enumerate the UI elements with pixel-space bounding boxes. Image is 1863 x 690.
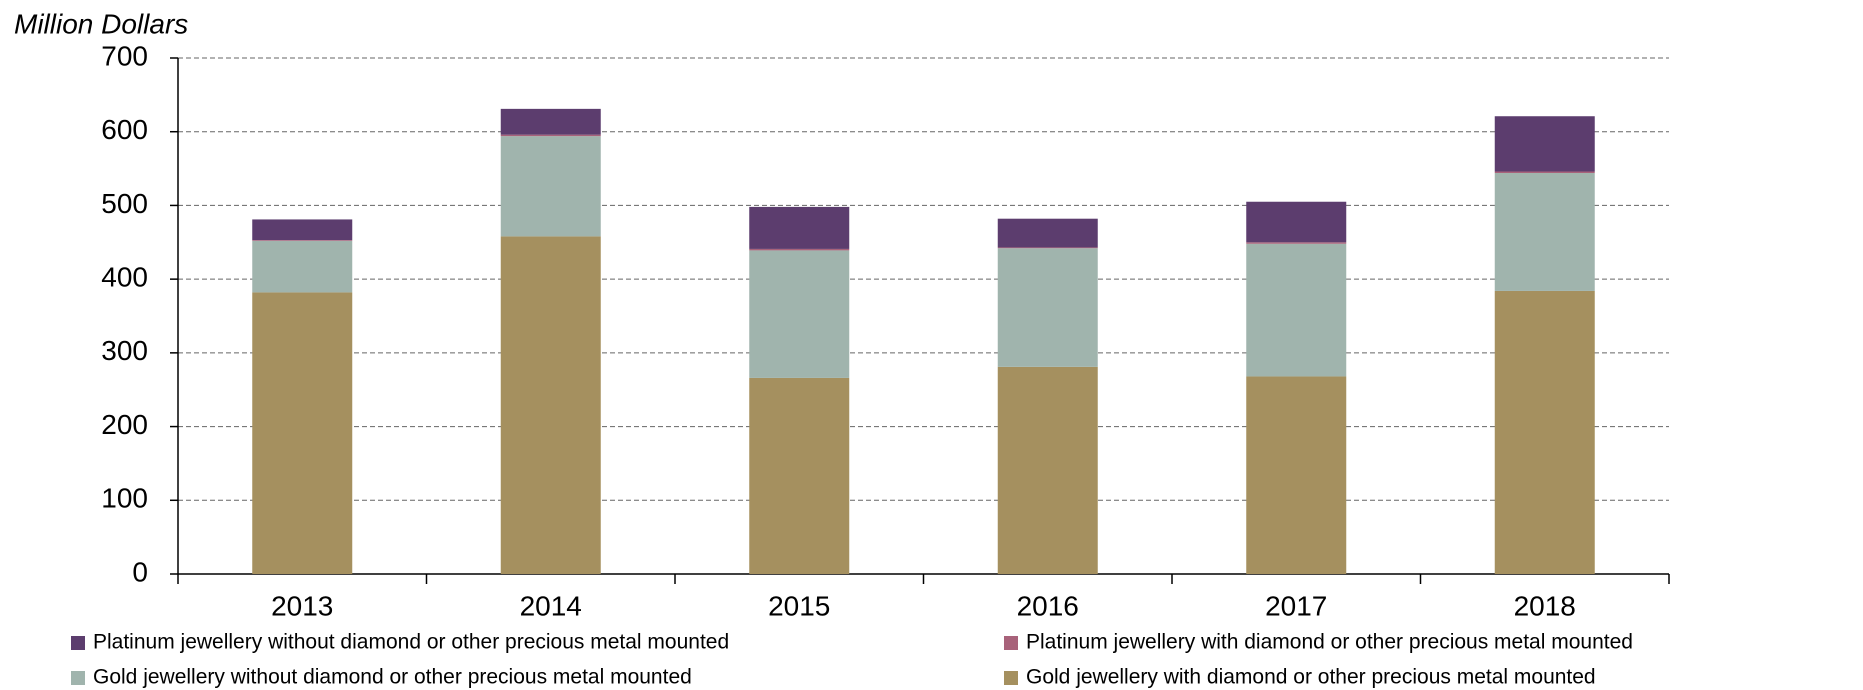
y-tick-label: 500 <box>101 188 148 219</box>
bar-segment <box>1494 171 1595 173</box>
x-tick-label: 2018 <box>1514 590 1576 621</box>
bar-segment <box>997 248 1098 367</box>
bar-segment <box>1246 201 1347 243</box>
y-tick-label: 700 <box>101 40 148 71</box>
x-tick-label: 2015 <box>768 590 830 621</box>
y-tick-label: 100 <box>101 483 148 514</box>
y-tick-label: 0 <box>132 556 148 587</box>
bar-segment <box>252 219 353 241</box>
bar-segment <box>1246 243 1347 377</box>
bar-segment <box>1494 290 1595 574</box>
bar-segment <box>252 292 353 574</box>
bar-segment <box>997 247 1098 249</box>
bar-segment <box>749 248 850 251</box>
bar-segment <box>1246 242 1347 244</box>
bar-segment <box>500 136 601 237</box>
bar-segment <box>252 240 353 293</box>
x-tick-label: 2013 <box>271 590 333 621</box>
bar-segment <box>500 134 601 137</box>
legend-swatch <box>1004 636 1018 650</box>
y-tick-label: 600 <box>101 114 148 145</box>
bar-segment <box>997 366 1098 574</box>
legend-label: Gold jewellery without diamond or other … <box>93 666 692 689</box>
legend-label: Platinum jewellery without diamond or ot… <box>93 631 729 654</box>
bar-segment <box>1494 172 1595 291</box>
legend-swatch <box>1004 671 1018 685</box>
bar-segment <box>749 250 850 378</box>
bar-segment <box>252 240 353 241</box>
y-tick-label: 400 <box>101 262 148 293</box>
x-tick-label: 2017 <box>1265 590 1327 621</box>
bar-segment <box>1494 116 1595 172</box>
bar-segment <box>500 108 601 135</box>
x-tick-label: 2016 <box>1017 590 1079 621</box>
bar-segment <box>749 206 850 249</box>
legend-swatch <box>71 636 85 650</box>
y-axis-label: Million Dollars <box>14 8 188 39</box>
y-tick-label: 200 <box>101 409 148 440</box>
legend-swatch <box>71 671 85 685</box>
bar-segment <box>1246 376 1347 574</box>
x-tick-label: 2014 <box>520 590 582 621</box>
legend-label: Gold jewellery with diamond or other pre… <box>1026 666 1596 689</box>
legend-label: Platinum jewellery with diamond or other… <box>1026 631 1633 654</box>
bar-segment <box>997 218 1098 248</box>
bar-segment <box>749 377 850 574</box>
y-tick-label: 300 <box>101 335 148 366</box>
bar-segment <box>500 236 601 575</box>
